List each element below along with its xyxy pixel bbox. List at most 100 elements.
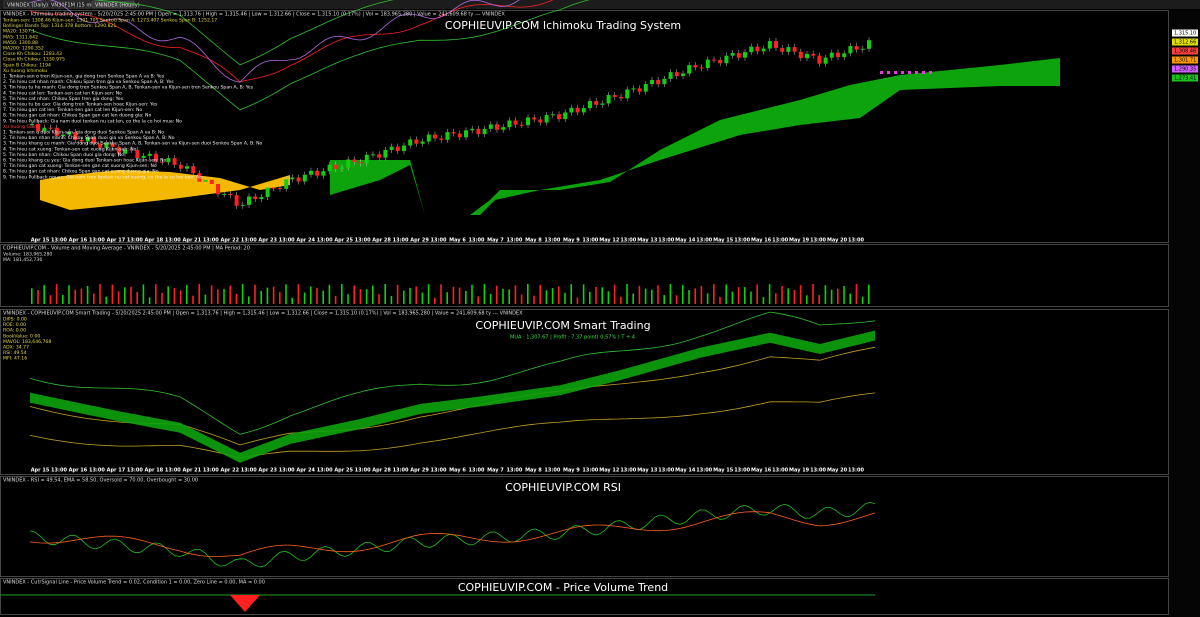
panel-header: VNINDEX - COPHIEUVIP.COM Smart Trading -… [3,311,523,317]
candle [581,108,586,113]
volume-bar [279,292,281,304]
volume-bar [638,285,641,304]
volume-bar [545,290,548,304]
candle [755,46,760,52]
candle [160,161,165,163]
volume-bar [384,284,386,304]
candle [185,166,189,169]
panel-frame [0,244,1169,307]
candle [42,127,47,132]
candle [786,47,791,52]
bollinger-line [93,0,395,66]
candle [736,52,741,58]
volume-bar [235,293,238,304]
smart-band [29,392,876,459]
price-tag [1172,38,1198,46]
info-line: 2. Tin hieu cat nhan manh: Chikou Span t… [3,79,174,85]
x-axis-label: 13:00 [241,468,257,474]
candle [848,46,853,54]
candle [662,78,667,85]
volume-bar [601,287,603,304]
volume-bar [31,288,33,304]
x-axis-label: 13:00 [241,238,257,244]
info-line: 7. Tin hieu gan cat len: Tenkan-sen gan … [3,107,142,113]
candle [507,120,512,128]
candle [147,153,152,156]
info-line: Volume: 183,965,280 [3,252,52,258]
volume-bar [737,287,740,304]
candle [612,95,617,97]
candle [253,196,258,200]
price-axis [1169,10,1200,617]
candle [123,149,127,154]
candle [532,117,537,120]
candle [625,89,630,99]
candle [817,55,822,64]
volume-bar [700,286,703,304]
volume-bar [781,286,783,304]
volume-bar [818,294,820,304]
info-line: 7. Tin hieu gan cat xuong: Tenkan-sen ga… [3,163,157,169]
candle [805,53,809,59]
volume-bar [303,292,306,304]
volume-bar [297,284,300,304]
candle [296,177,301,182]
info-line: 9. Tin hieu Pullback: Gia nam duoi tenka… [3,118,182,124]
x-axis-label: 13:00 [544,238,560,244]
volume-bar [558,286,560,304]
candle [129,149,134,151]
future-marker [915,71,918,74]
x-axis-label: Apr 23 [258,468,277,474]
candle [141,155,146,159]
candle [743,52,747,58]
volume-bar [415,286,417,304]
x-axis-label: May 15 [713,468,734,474]
volume-bar [124,287,126,304]
candle [98,143,103,148]
x-axis-label: 13:00 [734,238,750,244]
candle [30,123,34,125]
candle [364,154,369,164]
volume-bar [291,297,293,304]
volume-bar [787,288,789,304]
volume-bar [465,290,467,304]
candle [600,103,605,105]
tab[interactable] [3,0,47,9]
volume-bar [812,284,814,304]
x-axis-label: Apr 18 [145,468,164,474]
volume-bar [613,284,616,304]
candle [519,124,524,126]
tab-label[interactable]: VN30F1M (15 minute) [51,2,106,8]
volume-bar [285,284,287,304]
info-line: 6. Tin hieu khang cu yeu: Gia dong duoi … [3,158,167,164]
x-axis-label: 13:00 [279,468,295,474]
tab[interactable] [47,0,91,9]
volume-bar [824,285,827,304]
candle [79,139,84,142]
volume-bar [353,285,355,304]
x-axis-label: May 9 [563,238,580,244]
volume-bar [607,291,610,304]
volume-bar [595,286,597,304]
volume-bar [167,286,169,304]
info-line: ROA: 0.00 [3,328,26,334]
x-axis-label: May 14 [675,468,696,474]
tab-label[interactable]: VNINDEX (Daily) [7,2,48,8]
candle [761,48,766,52]
panel-frame [0,10,1169,243]
volume-bar [688,290,690,304]
volume-bar [582,284,585,304]
candle [451,132,456,134]
volume-bar [316,287,318,304]
candle [259,197,264,200]
x-axis-label: Apr 29 [410,238,429,244]
future-marker [922,71,925,74]
volume-bar [155,284,157,304]
candle [712,59,716,61]
tab-label[interactable]: VNINDEX (Hourly) [95,2,140,8]
tab[interactable] [91,0,135,9]
candle [389,146,394,150]
x-axis-label: May 15 [713,238,734,244]
volume-bar [142,284,145,304]
candle [495,124,499,130]
